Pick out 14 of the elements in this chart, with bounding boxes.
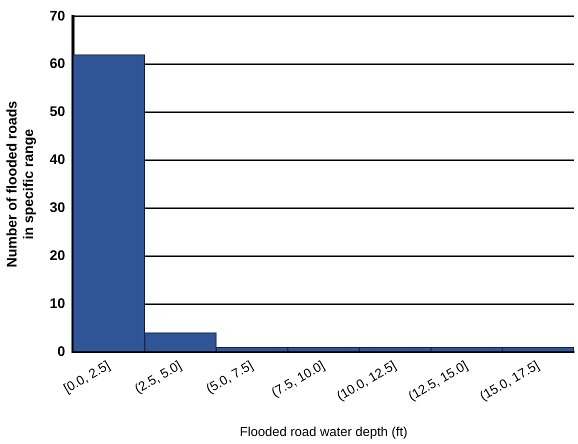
x-tick-label: (5.0, 7.5] xyxy=(203,357,256,396)
y-tick-label: 20 xyxy=(50,246,66,263)
x-tick-label: (2.5, 5.0] xyxy=(132,357,184,396)
y-tick-label: 0 xyxy=(57,342,66,359)
y-tick-label: 60 xyxy=(50,55,66,72)
x-tick-label: (7.5, 10.0] xyxy=(268,357,327,400)
y-tick-label: 50 xyxy=(50,103,66,120)
x-tick-label: [0.0, 2.5] xyxy=(60,357,112,396)
y-tick-label: 40 xyxy=(50,151,66,168)
y-tick-label: 70 xyxy=(50,7,66,24)
y-tick-label: 10 xyxy=(50,294,66,311)
x-axis-title: Flooded road water depth (ft) xyxy=(240,424,408,439)
y-axis-title: Number of flooded roads in specific range xyxy=(3,100,36,268)
y-tick-label: 30 xyxy=(50,199,66,216)
